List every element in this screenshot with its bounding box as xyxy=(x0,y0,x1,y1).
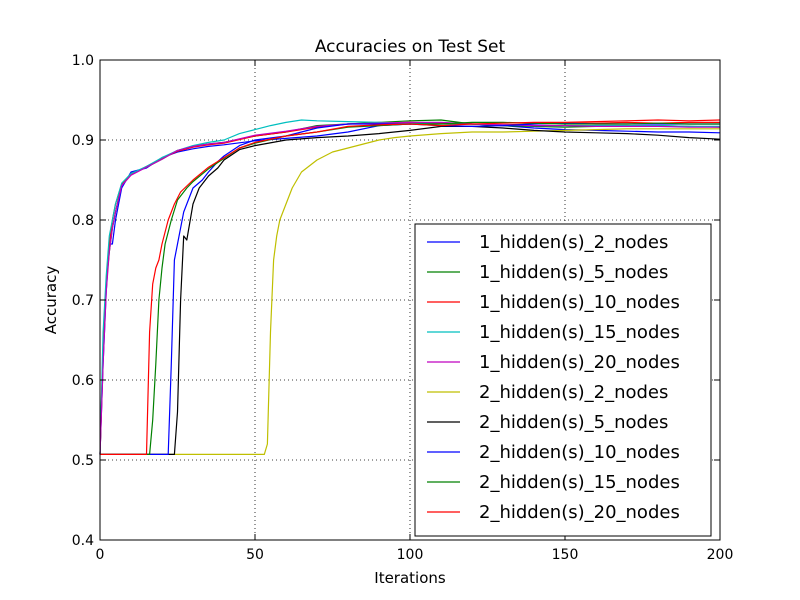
y-tick-label: 0.5 xyxy=(72,453,94,469)
y-axis-label: Accuracy xyxy=(42,266,60,335)
legend-label: 1_hidden(s)_2_nodes xyxy=(479,232,668,253)
y-tick-label: 0.6 xyxy=(72,373,94,389)
x-tick-label: 50 xyxy=(246,547,264,563)
y-tick-label: 0.4 xyxy=(72,533,94,549)
y-tick-label: 1.0 xyxy=(72,53,94,69)
x-tick-label: 200 xyxy=(707,547,734,563)
y-tick-label: 0.9 xyxy=(72,133,94,149)
legend-label: 2_hidden(s)_15_nodes xyxy=(479,472,680,493)
x-tick-label: 150 xyxy=(552,547,579,563)
legend: 1_hidden(s)_2_nodes 1_hidden(s)_5_nodes 1_… xyxy=(414,223,712,537)
legend-label: 2_hidden(s)_5_nodes xyxy=(479,412,668,433)
ticks: 0 50 100 150 200 0.4 0.5 0.6 0.7 0.8 0.9 1.0 xyxy=(72,53,734,563)
series-line-1_hidden(s)_20_nodes xyxy=(99,121,720,455)
y-tick-label: 0.8 xyxy=(72,213,94,229)
series-line-2_hidden(s)_15_nodes xyxy=(100,121,720,455)
legend-label: 2_hidden(s)_2_nodes xyxy=(479,382,668,403)
series-layer xyxy=(99,119,721,455)
x-tick-label: 0 xyxy=(96,547,105,563)
series-line-2_hidden(s)_5_nodes xyxy=(100,125,721,455)
series-line-2_hidden(s)_2_nodes xyxy=(100,128,720,455)
x-tick-label: 100 xyxy=(397,547,424,563)
legend-label: 1_hidden(s)_10_nodes xyxy=(479,292,680,313)
legend-label: 1_hidden(s)_15_nodes xyxy=(479,322,680,343)
legend-label: 1_hidden(s)_20_nodes xyxy=(479,352,680,373)
series-line-2_hidden(s)_20_nodes xyxy=(100,119,721,455)
series-line-2_hidden(s)_10_nodes xyxy=(100,122,720,455)
chart-title: Accuracies on Test Set xyxy=(315,37,506,57)
legend-label: 2_hidden(s)_20_nodes xyxy=(479,502,680,523)
legend-label: 2_hidden(s)_10_nodes xyxy=(479,442,680,463)
legend-label: 1_hidden(s)_5_nodes xyxy=(479,262,668,283)
y-tick-label: 0.7 xyxy=(72,293,94,309)
x-axis-label: Iterations xyxy=(374,569,446,587)
legend-box xyxy=(414,223,712,537)
